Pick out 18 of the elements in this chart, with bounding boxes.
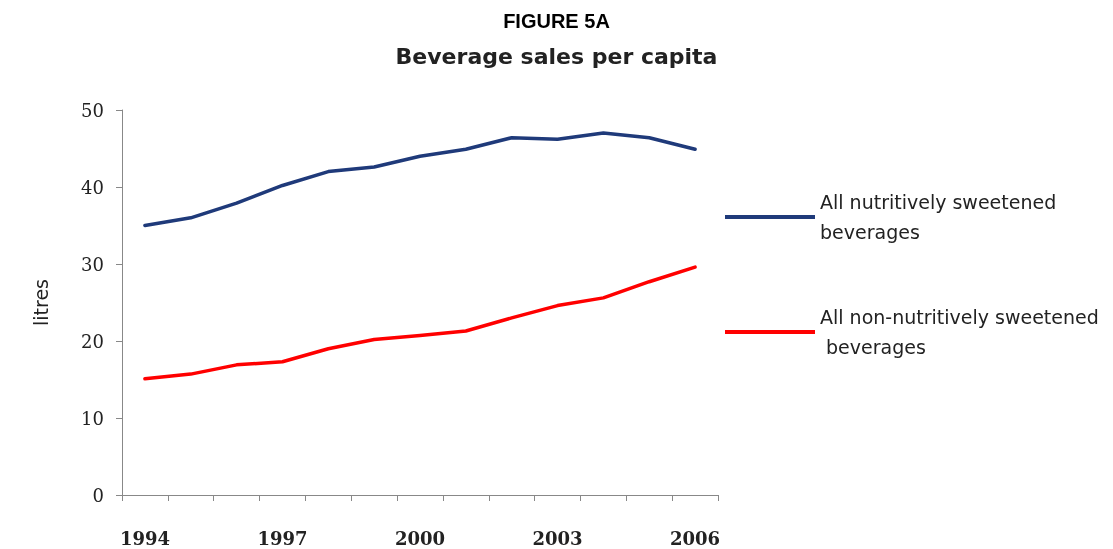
y-tick-label: 0 — [92, 484, 104, 506]
line-series — [143, 265, 697, 381]
x-tick-label: 2000 — [394, 527, 446, 549]
x-tick-label: 2006 — [670, 527, 721, 549]
y-tick-label: 10 — [81, 407, 104, 429]
y-tick-label: 20 — [81, 330, 104, 352]
chart-title: FIGURE 5A — [503, 10, 610, 32]
y-tick-label: 30 — [81, 253, 104, 275]
legend-label: All non-nutritively sweetened beverages — [820, 306, 1099, 358]
x-tick-label: 2003 — [532, 527, 583, 549]
legend-label: All nutritively sweetened beverages — [820, 191, 1063, 243]
chart-subtitle: Beverage sales per capita — [395, 43, 718, 69]
y-axis-title: litres — [29, 279, 52, 326]
y-tick-label: 40 — [81, 176, 104, 198]
x-tick-label: 1997 — [257, 527, 308, 549]
x-tick-label: 1994 — [119, 527, 170, 549]
line-series — [143, 131, 697, 228]
y-tick-label: 50 — [81, 99, 104, 121]
